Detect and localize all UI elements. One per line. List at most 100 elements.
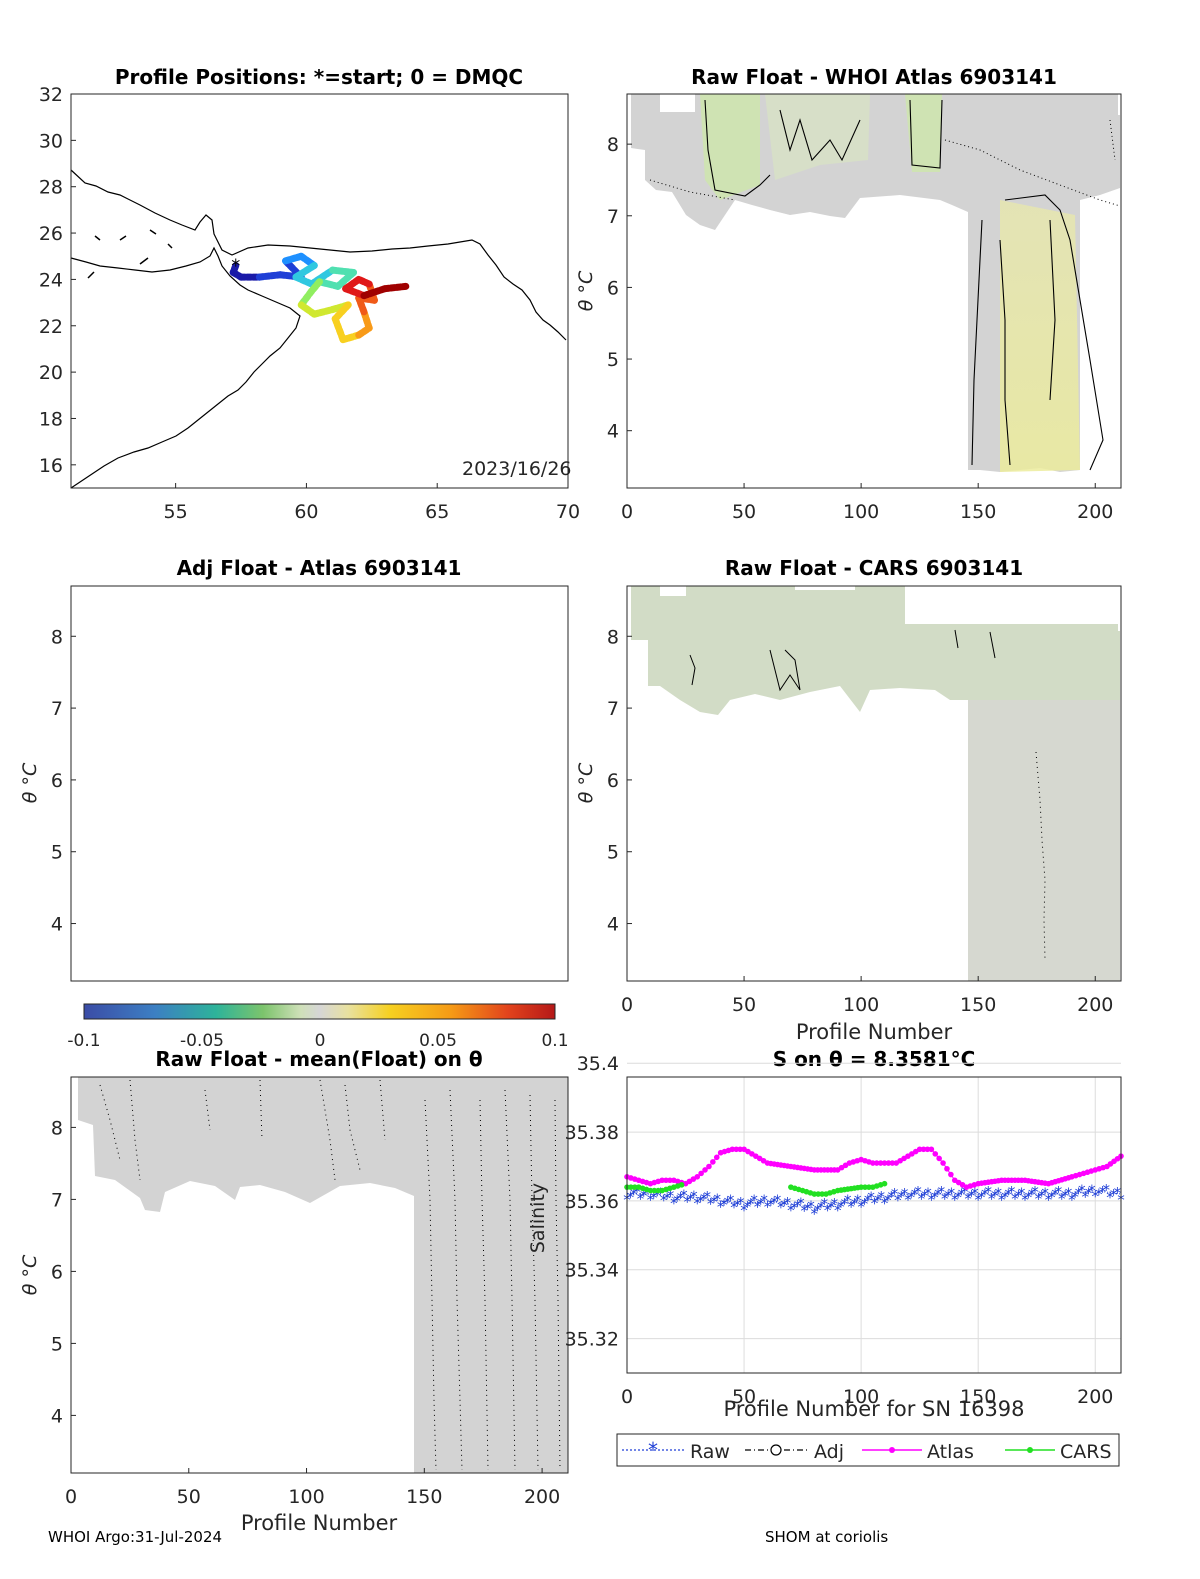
raw-point: * xyxy=(921,1187,929,1205)
cars-point xyxy=(881,1180,888,1187)
raw-point: * xyxy=(784,1194,792,1212)
raw-mean-panel: Raw Float - mean(Float) on θ θ °C Profil… xyxy=(19,1047,569,1535)
atlas-point xyxy=(936,1155,942,1162)
raw-point: * xyxy=(627,1188,635,1206)
atlas-point xyxy=(889,1160,896,1166)
footer-right: SHOM at coriolis xyxy=(765,1528,889,1546)
raw-point: * xyxy=(677,1189,685,1207)
atlas-point xyxy=(885,1160,892,1166)
raw-point: * xyxy=(1078,1181,1086,1199)
raw-point: * xyxy=(871,1195,879,1213)
raw-point: * xyxy=(673,1192,681,1210)
raw-point: * xyxy=(991,1187,999,1205)
raw-point: * xyxy=(747,1195,755,1213)
raw-point: * xyxy=(1015,1187,1023,1205)
raw-point: * xyxy=(687,1190,695,1208)
y-tick-label: 6 xyxy=(51,770,63,792)
legend-adj-label: Adj xyxy=(814,1441,844,1463)
atlas-point xyxy=(667,1177,673,1184)
atlas-point xyxy=(663,1177,669,1184)
raw-point: * xyxy=(663,1189,671,1207)
map-y-tick-label: 32 xyxy=(39,84,63,106)
raw-cars-tick-labels: 4 5 6 7 8 0 50 100 150 200 xyxy=(607,626,1113,1016)
raw-point: * xyxy=(690,1188,698,1206)
map-y-tick-label: 22 xyxy=(39,316,63,338)
raw-point: * xyxy=(744,1198,752,1216)
raw-point: * xyxy=(1058,1190,1066,1208)
cars-point xyxy=(862,1184,868,1190)
raw-point: * xyxy=(887,1188,895,1206)
atlas-point xyxy=(694,1174,701,1180)
salinity-title: S on θ = 8.3581°C xyxy=(773,1047,976,1071)
raw-point: * xyxy=(787,1201,795,1219)
atlas-point xyxy=(920,1146,927,1153)
raw-point: * xyxy=(780,1196,788,1214)
raw-cars-panel: Raw Float - CARS 6903141 θ °C Profile Nu… xyxy=(575,556,1122,1044)
raw-point: * xyxy=(683,1193,691,1211)
atlas-point xyxy=(698,1170,704,1177)
raw-point: * xyxy=(1099,1183,1107,1201)
y-tick-label: 5 xyxy=(51,1333,63,1355)
raw-cars-field xyxy=(631,586,1120,981)
raw-atlas-axes-box xyxy=(626,93,1122,489)
raw-point: * xyxy=(667,1187,675,1205)
map-y-tick-label: 18 xyxy=(39,408,63,430)
raw-point: * xyxy=(961,1183,969,1201)
raw-point: * xyxy=(754,1198,762,1216)
x-tick-label: 0 xyxy=(621,994,633,1016)
raw-point: * xyxy=(790,1199,798,1217)
raw-point: * xyxy=(841,1195,849,1213)
raw-point: * xyxy=(884,1191,892,1209)
x-tick-label: 200 xyxy=(1077,994,1113,1016)
raw-cars-axes-box xyxy=(626,585,1122,982)
map-axes-box xyxy=(70,93,569,489)
raw-point: * xyxy=(974,1191,982,1209)
raw-point: * xyxy=(680,1186,688,1204)
salinity-panel: S on θ = 8.3581°C **********************… xyxy=(527,1047,1125,1467)
atlas-point xyxy=(940,1160,946,1166)
raw-point: * xyxy=(847,1198,855,1216)
y-tick-label: 8 xyxy=(607,626,619,648)
raw-point: * xyxy=(851,1195,859,1213)
y-tick-label: 4 xyxy=(607,421,619,443)
raw-point: * xyxy=(670,1195,678,1213)
raw-point: * xyxy=(894,1191,902,1209)
y-tick-label: 5 xyxy=(607,842,619,864)
raw-point: * xyxy=(861,1195,869,1213)
y-tick-label: 6 xyxy=(607,277,619,299)
raw-point: * xyxy=(734,1196,742,1214)
raw-point: * xyxy=(934,1186,942,1204)
raw-mean-tick-labels: 4 5 6 7 8 0 50 100 150 200 xyxy=(51,1117,560,1508)
raw-point: * xyxy=(1055,1183,1063,1201)
raw-point: * xyxy=(794,1197,802,1215)
raw-point: * xyxy=(1011,1190,1019,1208)
raw-point: * xyxy=(660,1192,668,1210)
float-track: * xyxy=(229,252,410,344)
atlas-point xyxy=(870,1160,876,1166)
raw-point: * xyxy=(971,1184,979,1202)
raw-point: * xyxy=(1075,1185,1083,1203)
atlas-point xyxy=(710,1159,716,1165)
raw-point: * xyxy=(1071,1188,1079,1206)
x-tick-label: 200 xyxy=(1077,1386,1113,1408)
x-tick-label: 50 xyxy=(732,501,756,523)
y-tick-label: 35.36 xyxy=(565,1191,619,1213)
raw-point: * xyxy=(941,1190,949,1208)
raw-atlas-ylabel: θ °C xyxy=(575,270,597,311)
y-tick-label: 5 xyxy=(607,349,619,371)
raw-point: * xyxy=(854,1192,862,1210)
map-y-tick-label: 30 xyxy=(39,130,63,152)
raw-point: * xyxy=(928,1191,936,1209)
raw-point: * xyxy=(864,1192,872,1210)
raw-point: * xyxy=(770,1194,778,1212)
coastline xyxy=(70,169,567,489)
x-tick-label: 150 xyxy=(406,1486,442,1508)
colorbar-gradient xyxy=(83,1003,556,1020)
map-date-annotation: 2023/16/26 xyxy=(462,458,572,480)
raw-point: * xyxy=(1088,1181,1096,1199)
raw-point: * xyxy=(995,1184,1003,1202)
colorbar-tick: -0.05 xyxy=(180,1031,224,1051)
track-segment xyxy=(331,315,347,344)
x-tick-label: 100 xyxy=(843,994,879,1016)
raw-point: * xyxy=(750,1192,758,1210)
